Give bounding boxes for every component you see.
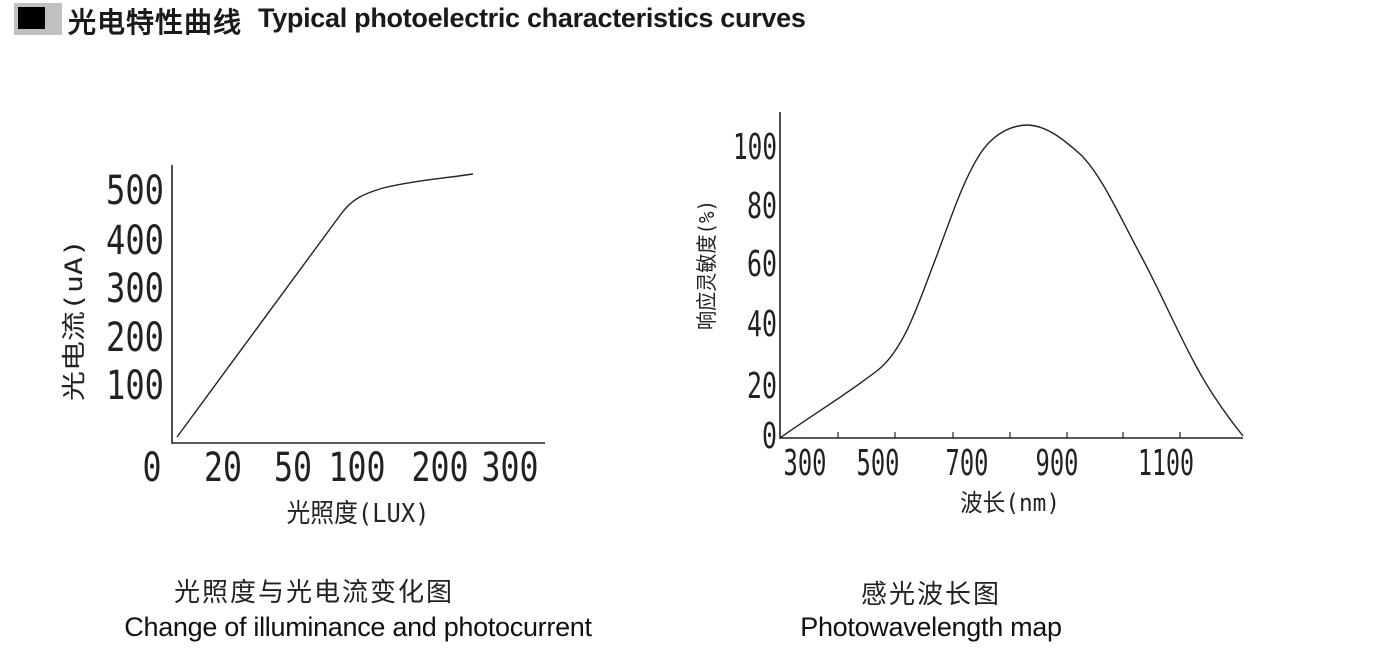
right-y-tick-label: 60 [747, 244, 777, 285]
left-chart: 500 400 300 200 100 0 20 50 100 200 300 … [60, 165, 545, 529]
left-x-tick-label: 20 [204, 445, 242, 491]
right-chart-caption-en: Photowavelength map [800, 612, 1062, 642]
right-chart-caption-zh: 感光波长图 [860, 580, 1001, 610]
left-x-tick-label: 50 [274, 445, 312, 491]
right-x-axis-label: 波长(nm) [960, 489, 1060, 517]
right-x-axis-ticks [837, 432, 1181, 438]
right-y-tick-label: 100 [733, 127, 777, 168]
section-marker-box [14, 3, 62, 35]
right-chart-axes [779, 112, 1243, 439]
right-x-tick-label: 500 [857, 443, 900, 484]
right-x-tick-label: 900 [1036, 443, 1079, 484]
left-x-tick-label: 100 [329, 445, 386, 491]
left-x-tick-label: 300 [482, 445, 539, 491]
left-y-tick-label: 400 [106, 218, 164, 264]
right-chart: 100 80 60 40 20 0 300 500 700 900 1100 响… [695, 112, 1244, 517]
left-y-tick-label: 300 [106, 266, 164, 312]
left-x-tick-label: 200 [412, 445, 469, 491]
left-chart-caption-en: Change of illuminance and photocurrent [124, 612, 592, 642]
right-x-tick-label: 1100 [1138, 443, 1194, 484]
left-chart-curve [176, 173, 474, 438]
left-chart-caption-zh: 光照度与光电流变化图 [173, 578, 454, 608]
left-y-axis-label: 光电流(uA) [60, 239, 88, 401]
page-title-zh: 光电特性曲线 [68, 7, 243, 38]
right-y-tick-label: 40 [747, 304, 777, 345]
left-y-tick-label: 200 [106, 315, 164, 361]
left-x-axis-label: 光照度(LUX) [287, 499, 430, 529]
right-y-tick-label: 80 [747, 186, 777, 227]
right-y-tick-label: 20 [747, 366, 777, 407]
left-x-tick-label: 0 [143, 445, 162, 491]
black-square-icon [18, 7, 45, 29]
right-x-tick-label: 300 [784, 443, 827, 484]
right-chart-curve [779, 124, 1244, 439]
left-y-tick-label: 100 [106, 363, 164, 409]
right-y-axis-label: 响应灵敏度(%) [695, 200, 719, 330]
page-title-en: Typical photoelectric characteristics cu… [258, 3, 806, 33]
right-y-tick-label: 0 [762, 416, 777, 457]
right-x-tick-label: 700 [946, 443, 989, 484]
left-y-tick-label: 500 [106, 168, 164, 214]
left-chart-axes [171, 165, 545, 444]
